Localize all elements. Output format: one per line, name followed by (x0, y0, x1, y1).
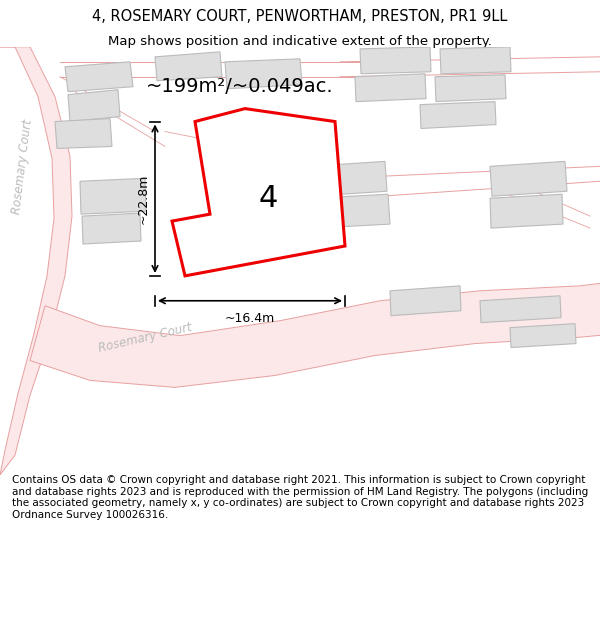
Polygon shape (490, 161, 567, 196)
Polygon shape (440, 47, 511, 74)
Polygon shape (225, 59, 302, 89)
Polygon shape (480, 296, 561, 322)
Text: Rosemary Court: Rosemary Court (97, 321, 193, 355)
Polygon shape (510, 324, 576, 348)
Polygon shape (435, 75, 506, 102)
Polygon shape (355, 74, 426, 102)
Text: ~16.4m: ~16.4m (225, 312, 275, 325)
Polygon shape (65, 62, 133, 92)
Text: Rosemary Court: Rosemary Court (10, 118, 34, 214)
Polygon shape (420, 102, 496, 129)
Polygon shape (360, 47, 431, 74)
Text: ~199m²/~0.049ac.: ~199m²/~0.049ac. (146, 78, 334, 96)
Polygon shape (55, 119, 112, 148)
Polygon shape (315, 194, 390, 228)
Polygon shape (82, 213, 141, 244)
Polygon shape (490, 194, 563, 228)
Text: Map shows position and indicative extent of the property.: Map shows position and indicative extent… (108, 35, 492, 48)
Polygon shape (0, 47, 72, 475)
Text: Contains OS data © Crown copyright and database right 2021. This information is : Contains OS data © Crown copyright and d… (12, 475, 588, 520)
Text: ~22.8m: ~22.8m (137, 174, 149, 224)
Polygon shape (172, 109, 345, 276)
Polygon shape (390, 286, 461, 316)
Polygon shape (68, 89, 120, 121)
Polygon shape (155, 52, 222, 81)
Polygon shape (310, 161, 387, 196)
Text: 4, ROSEMARY COURT, PENWORTHAM, PRESTON, PR1 9LL: 4, ROSEMARY COURT, PENWORTHAM, PRESTON, … (92, 9, 508, 24)
Polygon shape (80, 178, 146, 214)
Text: 4: 4 (259, 184, 278, 213)
Polygon shape (30, 281, 600, 388)
